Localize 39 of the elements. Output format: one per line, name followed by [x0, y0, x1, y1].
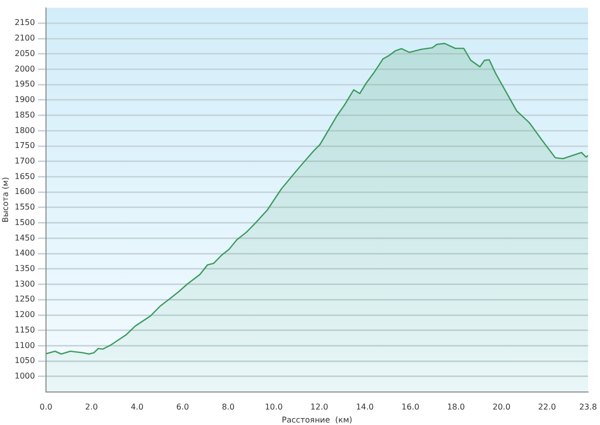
y-tick-label: 1000	[14, 372, 35, 381]
x-tick-label: 12.0	[310, 402, 328, 412]
y-tick-label: 1550	[14, 202, 35, 212]
y-tick-label: 1600	[14, 187, 35, 196]
y-tick-label: 1950	[14, 80, 35, 89]
y-tick-label: 2150	[14, 18, 35, 28]
x-tick-label: 14.0	[356, 402, 374, 412]
y-tick-label: 1350	[14, 264, 35, 273]
x-tick-label: 18.0	[447, 402, 465, 412]
y-tick-label: 1650	[14, 172, 35, 181]
y-tick-label: 1700	[14, 156, 35, 166]
y-tick-label: 1300	[14, 279, 35, 288]
x-tick-label: 8.0	[222, 402, 235, 412]
x-axis-title: Расстояние (км)	[282, 415, 352, 424]
x-tick-label: 6.0	[176, 402, 189, 412]
y-tick-label: 2100	[14, 34, 35, 43]
y-tick-label: 1100	[14, 340, 35, 350]
x-tick-label: 16.0	[402, 402, 420, 412]
y-tick-label: 1200	[14, 310, 35, 320]
y-tick-label: 1450	[14, 233, 35, 242]
y-tick-label: 1850	[14, 110, 35, 120]
y-tick-label: 1900	[14, 95, 35, 104]
x-tick-label: 10.0	[264, 402, 283, 412]
y-tick-label: 1500	[14, 218, 35, 227]
y-tick-label: 1750	[14, 141, 35, 150]
x-tick-label: 4.0	[130, 402, 144, 412]
y-tick-label: 1150	[14, 325, 35, 334]
y-axis-title: Высота (м)	[0, 177, 10, 223]
x-tick-label: 2.0	[85, 402, 98, 412]
x-tick-label: 20.0	[492, 402, 510, 412]
x-tick-label: 23.8	[579, 402, 597, 412]
y-tick-label: 2050	[14, 48, 35, 58]
y-tick-label: 1400	[14, 248, 35, 258]
x-tick-label: 22.0	[538, 402, 556, 412]
y-tick-label: 1800	[14, 126, 35, 135]
x-tick-label: 0.0	[40, 402, 52, 412]
y-tick-label: 1250	[14, 294, 35, 304]
y-tick-label: 1050	[14, 356, 35, 366]
y-tick-label: 2000	[14, 64, 35, 74]
